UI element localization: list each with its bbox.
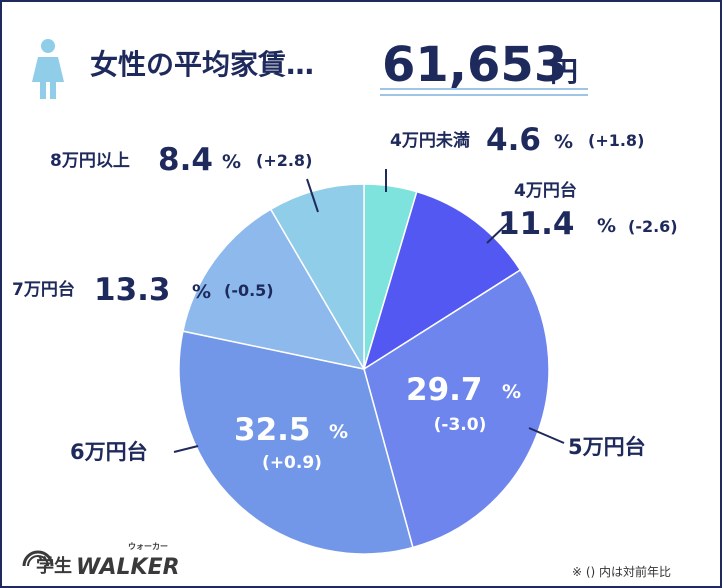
pie-slice-8: [269, 183, 365, 372]
pie-slices: [178, 183, 550, 555]
slice-pct-5: %: [502, 381, 521, 403]
logo-text-right: WALKER: [76, 555, 180, 580]
slice-label-6: 6万円台: [70, 440, 148, 464]
logo-ruby: ウォーカー: [128, 542, 168, 551]
pie-slice-4: [362, 190, 522, 371]
slice-value-under4: 4.6: [486, 122, 541, 158]
pie-slice-5: [363, 268, 550, 549]
slice-pct-7: %: [192, 281, 211, 303]
slice-value-5: 29.7: [406, 372, 483, 408]
slice-value-8: 8.4: [158, 142, 213, 178]
slice-change-under4: (+1.8): [588, 131, 644, 150]
slice-change-5: (-3.0): [434, 415, 487, 435]
leader-line-6: [173, 445, 199, 453]
slice-label-7: 7万円台: [12, 279, 75, 300]
header-amount: 61,653: [382, 37, 567, 93]
slice-label-5: 5万円台: [568, 435, 646, 459]
slice-change-4: (-2.6): [628, 217, 678, 236]
slice-label-under4: 4万円未満: [390, 130, 470, 151]
footnote: ※ () 内は対前年比: [572, 564, 671, 579]
pie-slice-7: [182, 208, 366, 371]
pie-slice-6: [178, 330, 414, 555]
slice-change-6: (+0.9): [262, 453, 322, 473]
slice-label-4: 4万円台: [514, 180, 577, 201]
female-person-icon: [32, 39, 64, 99]
slice-value-7: 13.3: [94, 272, 171, 308]
slice-pct-under4: %: [554, 131, 573, 153]
header-unit: 円: [550, 55, 578, 88]
slice-change-8: (+2.8): [256, 151, 312, 170]
leader-line-5: [528, 427, 565, 444]
slice-value-6: 32.5: [234, 412, 311, 448]
header-title: 女性の平均家賃…: [90, 48, 314, 81]
slice-pct-6: %: [329, 421, 348, 443]
header-underline: [380, 88, 588, 96]
slice-change-7: (-0.5): [224, 281, 274, 300]
leader-line-8: [306, 178, 319, 213]
slice-pct-8: %: [222, 151, 241, 173]
slice-pct-4: %: [597, 215, 616, 237]
logo-text-left: 学生: [36, 555, 72, 577]
gakusei-walker-logo: 学生 WALKER ウォーカー: [22, 542, 180, 580]
slice-value-4: 11.4: [498, 206, 575, 242]
slice-label-8: 8万円以上: [50, 151, 130, 171]
leader-line-4: [486, 222, 509, 244]
